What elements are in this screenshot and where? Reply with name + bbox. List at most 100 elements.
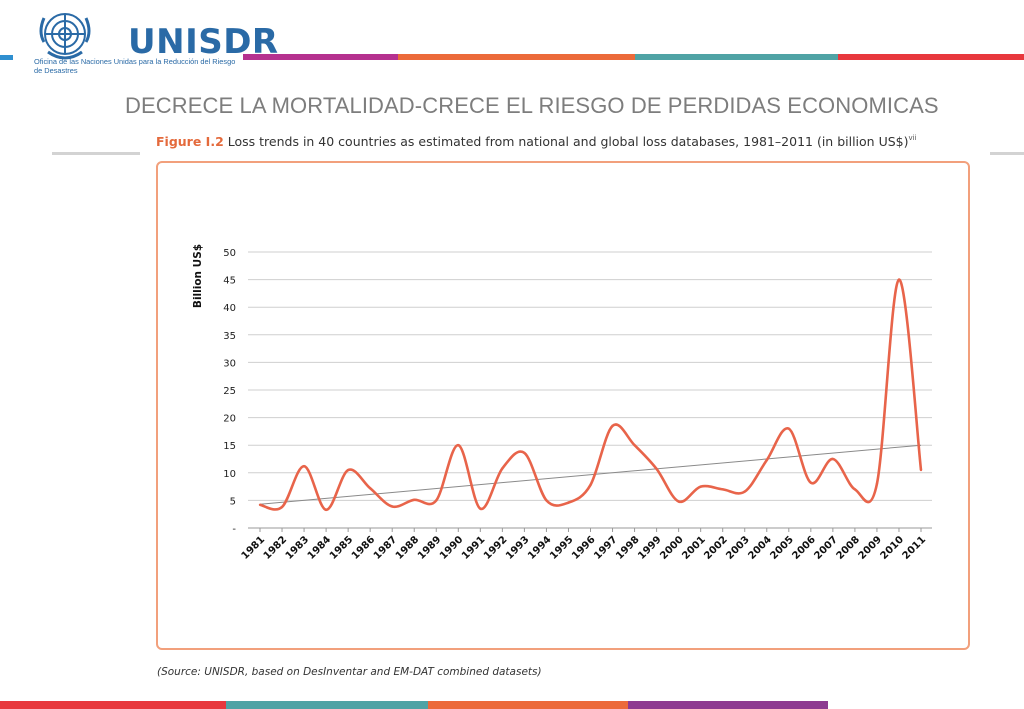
- footer-bar-red: [0, 701, 226, 709]
- x-tick-label: 1994: [526, 534, 553, 561]
- x-tick-label: 2007: [813, 534, 840, 561]
- x-tick-label: 1983: [284, 534, 311, 561]
- data-point: [743, 490, 746, 493]
- data-point: [809, 481, 813, 484]
- x-tick-label: 1996: [570, 534, 597, 561]
- axis-layer: [259, 528, 922, 532]
- series-layer: [258, 278, 923, 512]
- data-point: [391, 505, 394, 508]
- data-point: [633, 444, 636, 447]
- data-point: [302, 464, 306, 468]
- x-tick-label: 1997: [592, 534, 619, 561]
- x-tick-label: 2003: [724, 534, 751, 561]
- data-point: [875, 482, 879, 486]
- x-tick-label: 2001: [680, 534, 707, 561]
- y-tick-label: 35: [223, 331, 236, 342]
- x-tick-label: 2008: [835, 534, 862, 561]
- header-bar-magenta: [243, 54, 398, 60]
- grid-layer: [248, 251, 932, 529]
- x-tick-label: 1995: [548, 534, 575, 561]
- x-tick-label: 2004: [746, 534, 773, 561]
- data-point: [699, 485, 702, 488]
- figure-caption-superscript: vii: [908, 134, 917, 142]
- data-point: [368, 487, 372, 490]
- header-bar-red: [838, 54, 1024, 60]
- figure-label: Figure I.2: [156, 134, 224, 149]
- x-tick-label: 1998: [614, 534, 641, 561]
- data-point: [611, 424, 614, 428]
- data-point: [897, 278, 901, 281]
- data-point: [479, 507, 482, 510]
- data-point: [853, 488, 857, 491]
- data-point: [765, 458, 768, 462]
- x-tick-label: 2009: [857, 534, 884, 561]
- y-tick-label: 45: [223, 276, 236, 287]
- x-tick-label: 1991: [460, 534, 487, 561]
- slide-title: DECRECE LA MORTALIDAD-CRECE EL RIESGO DE…: [125, 93, 939, 118]
- data-point: [346, 468, 350, 472]
- x-tick-label: 1993: [504, 534, 531, 561]
- footer-bar-purple: [628, 701, 828, 709]
- figure-source: (Source: UNISDR, based on DesInventar an…: [157, 666, 542, 678]
- x-tick-label: 1992: [482, 534, 509, 561]
- x-tick-label: 1989: [416, 534, 443, 561]
- x-tick-label: 2000: [658, 534, 685, 561]
- data-point: [545, 499, 548, 502]
- x-tick-label: 2006: [790, 534, 817, 561]
- x-tick-label: 1984: [306, 534, 333, 561]
- logo-subtitle: Oficina de las Naciones Unidas para la R…: [34, 57, 236, 75]
- header-accent-tick: [0, 55, 13, 60]
- data-point: [324, 508, 328, 511]
- data-point: [280, 505, 284, 509]
- x-tick-label: 1981: [240, 534, 267, 561]
- y-tick-label: -: [232, 524, 236, 535]
- header-bar-orange: [398, 54, 635, 60]
- trend-line: [259, 444, 922, 505]
- data-point: [567, 501, 570, 504]
- y-tick-label: 50: [223, 248, 236, 259]
- data-point: [258, 503, 262, 507]
- x-tick-label: 1999: [636, 534, 663, 561]
- data-point: [831, 457, 835, 461]
- footer-bar-teal: [226, 701, 428, 709]
- data-point: [655, 467, 658, 471]
- data-point: [457, 444, 460, 447]
- x-tick-label: 2002: [702, 534, 729, 561]
- x-tick-label: 2010: [879, 534, 906, 561]
- x-tick-label: 2005: [768, 534, 795, 561]
- x-tick-label: 2011: [901, 534, 928, 561]
- data-point: [919, 468, 923, 472]
- data-point: [523, 451, 526, 455]
- y-tick-label: 30: [223, 358, 236, 369]
- data-point: [787, 427, 790, 430]
- footer-bar-orange: [428, 701, 628, 709]
- y-tick-label: 5: [230, 496, 236, 507]
- x-tick-label: 1990: [438, 534, 465, 561]
- data-point: [677, 500, 680, 503]
- header-bar-teal: [635, 54, 838, 60]
- data-point: [413, 498, 416, 502]
- data-point: [501, 467, 504, 470]
- right-rule: [990, 152, 1024, 155]
- data-point: [589, 483, 592, 487]
- trend-layer: [259, 444, 922, 505]
- un-emblem-icon: [39, 13, 91, 60]
- left-rule: [52, 152, 140, 155]
- x-tick-label: 1985: [328, 534, 355, 561]
- data-point: [721, 488, 724, 491]
- y-tick-label: 25: [223, 386, 236, 397]
- figure-caption: Figure I.2 Loss trends in 40 countries a…: [156, 134, 917, 149]
- y-tick-label: 15: [223, 441, 236, 452]
- y-tick-label: 20: [223, 414, 236, 425]
- y-axis-label: Billion US$: [192, 244, 204, 308]
- x-tick-label: 1987: [372, 534, 399, 561]
- x-tick-label: 1982: [262, 534, 289, 561]
- data-point: [435, 499, 438, 502]
- figure-caption-text: Loss trends in 40 countries as estimated…: [227, 134, 909, 149]
- x-tick-label: 1986: [350, 534, 377, 561]
- chart-frame: [156, 161, 970, 650]
- y-tick-label: 40: [223, 303, 236, 314]
- x-tick-label: 1988: [394, 534, 421, 561]
